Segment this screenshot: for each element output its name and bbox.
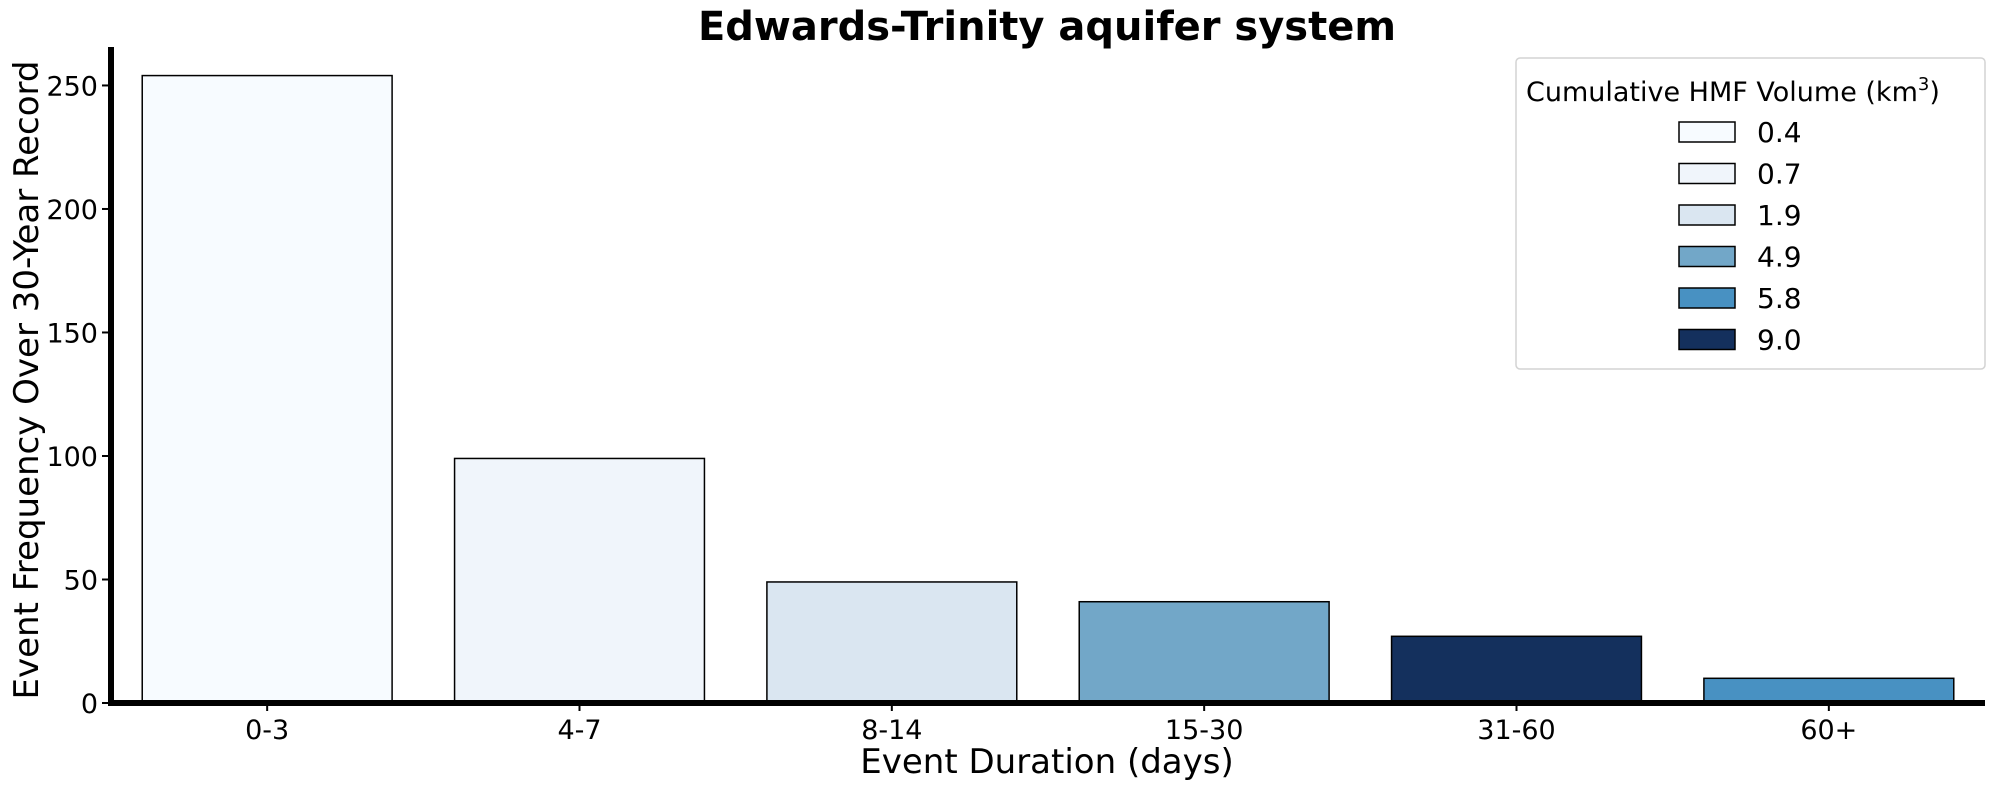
legend-label: 9.0 xyxy=(1757,324,1802,357)
legend: Cumulative HMF Volume (km3) 0.4 0.7 1.9 4.9… xyxy=(1515,57,1986,370)
y-tick-label: 50 xyxy=(64,565,98,596)
y-tick-label: 150 xyxy=(46,318,98,349)
x-tick-label: 4-7 xyxy=(557,715,601,746)
legend-frame xyxy=(1515,57,1986,370)
legend-label: 1.9 xyxy=(1757,199,1802,232)
legend-swatch xyxy=(1678,328,1736,351)
bar-0-3 xyxy=(141,74,393,704)
legend-swatch xyxy=(1678,245,1736,268)
legend-label: 4.9 xyxy=(1757,241,1802,274)
y-tick-label: 0 xyxy=(81,689,98,720)
y-tick-label: 200 xyxy=(46,195,98,226)
x-ticks: 0-3 4-7 8-14 15-30 31-60 60+ xyxy=(245,703,1857,746)
x-axis-label: Event Duration (days) xyxy=(860,742,1233,782)
y-axis-label: Event Frequency Over 30-Year Record xyxy=(7,60,47,699)
legend-title-superscript: 3 xyxy=(1918,74,1929,95)
legend-title-close: ) xyxy=(1929,77,1940,108)
bar-15-30 xyxy=(1078,600,1330,704)
legend-items: 0.4 0.7 1.9 4.9 5.8 9.0 xyxy=(1678,116,1802,357)
legend-swatch xyxy=(1678,287,1736,309)
legend-swatch xyxy=(1678,204,1736,226)
bar-60+ xyxy=(1703,677,1955,704)
bar-31-60 xyxy=(1390,635,1643,704)
legend-title: Cumulative HMF Volume (km3) xyxy=(1526,74,1940,108)
plot-area xyxy=(141,74,1955,704)
x-tick-label: 31-60 xyxy=(1477,715,1555,746)
x-tick-label: 0-3 xyxy=(245,715,289,746)
legend-label: 0.4 xyxy=(1757,116,1802,149)
y-tick-label: 100 xyxy=(46,442,98,473)
bar-4-7 xyxy=(453,457,706,704)
chart-title: Edwards-Trinity aquifer system xyxy=(698,4,1396,50)
y-tick-label: 250 xyxy=(46,71,98,102)
bar-8-14 xyxy=(766,581,1018,704)
legend-swatch xyxy=(1678,162,1736,185)
x-tick-label: 15-30 xyxy=(1165,715,1243,746)
legend-label: 0.7 xyxy=(1757,158,1802,191)
y-ticks: 0 50 100 150 200 250 xyxy=(46,71,111,720)
x-tick-label: 60+ xyxy=(1800,715,1857,746)
x-tick-label: 8-14 xyxy=(861,715,922,746)
legend-label: 5.8 xyxy=(1757,282,1802,315)
legend-swatch xyxy=(1678,121,1736,143)
